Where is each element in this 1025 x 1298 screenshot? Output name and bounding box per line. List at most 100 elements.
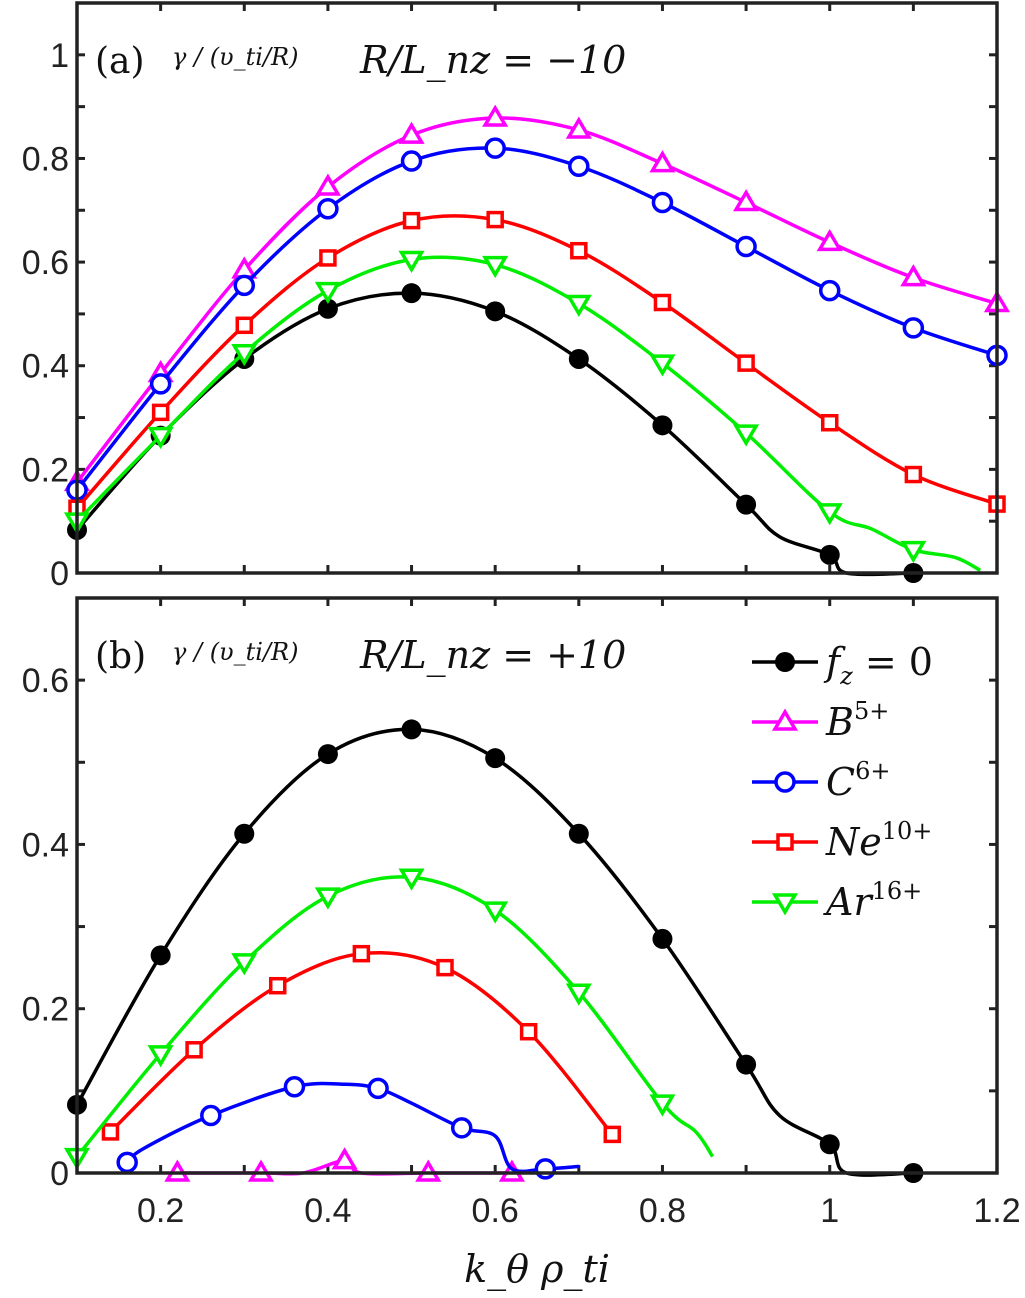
- y-tick-label: 0.8: [22, 140, 69, 178]
- legend-label-part: 10+: [882, 817, 933, 845]
- panel-label: (b): [95, 636, 146, 677]
- data-point: [820, 413, 839, 432]
- legend-label-part: Ar: [823, 880, 874, 924]
- data-point: [568, 155, 590, 177]
- data-point: [819, 1134, 840, 1155]
- data-point: [450, 1117, 473, 1139]
- y-tick-label: 1: [50, 37, 69, 75]
- data-point: [367, 1077, 389, 1100]
- data-point: [733, 189, 760, 212]
- data-point: [147, 426, 174, 450]
- series-B5: [63, 104, 1011, 492]
- data-point: [398, 250, 425, 273]
- series-line: [75, 146, 998, 492]
- data-point: [314, 887, 341, 910]
- data-point: [737, 354, 755, 372]
- panel-a: 0 0.2 0.4 0.6 0.8 1 (a) γ / (υ_ti/R) R/L_nz = −1…: [22, 1, 1011, 593]
- data-point: [319, 249, 337, 267]
- x-tick-label: 0.4: [304, 1192, 351, 1230]
- series-line: [75, 255, 982, 572]
- axes-frame: [75, 1, 999, 575]
- axes-frame: [75, 596, 999, 1175]
- data-point: [652, 928, 673, 949]
- data-point: [568, 823, 589, 844]
- y-tick-label: 0.2: [22, 991, 69, 1029]
- data-point: [900, 540, 927, 564]
- data-point: [235, 316, 254, 335]
- series-Ne10: [101, 944, 622, 1144]
- y-tick-label: 0.6: [22, 244, 69, 282]
- data-point: [283, 1076, 306, 1098]
- data-point: [317, 197, 339, 220]
- data-point: [818, 279, 841, 302]
- legend-label-part: Ne: [825, 820, 882, 864]
- data-point: [436, 958, 454, 977]
- annotation: R/L_nz = −10: [359, 38, 626, 83]
- legend-marker: [775, 652, 795, 672]
- series-line: [75, 727, 914, 1177]
- data-point: [565, 116, 592, 139]
- legend-item: fz = 0: [752, 640, 933, 690]
- data-point: [904, 465, 923, 484]
- data-point: [649, 1094, 676, 1117]
- series-line: [75, 214, 998, 510]
- y-tick-label: 0.4: [22, 826, 69, 864]
- data-point: [401, 719, 422, 740]
- legend-label-part: = 0: [853, 640, 933, 684]
- annotation: R/L_nz = +10: [359, 633, 626, 678]
- data-point: [816, 503, 843, 526]
- legend-marker: [771, 708, 799, 731]
- data-point: [231, 344, 258, 367]
- x-tick-label: 0.6: [472, 1192, 519, 1230]
- y-tick-label: 0.6: [22, 662, 69, 700]
- x-tick-label: 0.2: [137, 1192, 184, 1230]
- data-point: [485, 748, 506, 769]
- series-line: [75, 875, 715, 1158]
- data-point: [317, 298, 338, 319]
- data-point: [314, 281, 341, 305]
- data-point: [900, 264, 927, 287]
- data-point: [652, 415, 673, 436]
- x-tick-label: 1: [820, 1192, 839, 1230]
- data-point: [649, 354, 676, 377]
- y-tick-label: 0: [50, 555, 69, 593]
- data-point: [150, 945, 171, 966]
- series-Ar16: [63, 250, 982, 572]
- legend-label-part: 6+: [855, 757, 890, 785]
- data-point: [486, 210, 504, 229]
- legend-label: C6+: [826, 757, 890, 804]
- data-point: [149, 373, 172, 395]
- data-point: [484, 137, 506, 159]
- data-point: [736, 494, 757, 515]
- data-point: [733, 424, 760, 447]
- data-point: [398, 121, 425, 144]
- y-tick-label: 0.2: [22, 451, 69, 489]
- legend-label-part: 16+: [872, 877, 923, 905]
- data-point: [565, 294, 592, 317]
- y-tick-label: 0: [50, 1155, 69, 1193]
- data-point: [200, 1104, 222, 1127]
- data-point: [314, 173, 341, 196]
- y-axis-label: γ / (υ_ti/R): [172, 638, 298, 666]
- data-point: [400, 150, 423, 172]
- data-point: [519, 1022, 538, 1041]
- legend-label-part: z: [839, 662, 853, 690]
- legend-item: Ne10+: [752, 817, 932, 864]
- panel-label: (a): [95, 41, 145, 82]
- legend-label-part: B: [825, 700, 854, 744]
- data-point: [234, 823, 255, 844]
- data-point: [482, 901, 509, 924]
- legend-label: fz = 0: [823, 640, 933, 690]
- data-point: [736, 1054, 757, 1075]
- data-point: [402, 211, 421, 230]
- legend-marker: [776, 833, 794, 851]
- data-point: [603, 1125, 622, 1144]
- series-line: [75, 116, 998, 484]
- data-point: [482, 104, 509, 127]
- data-point: [653, 293, 672, 312]
- data-point: [401, 283, 422, 304]
- series-B5: [164, 1147, 525, 1182]
- data-point: [816, 228, 843, 252]
- y-axis-label: γ / (υ_ti/R): [172, 43, 298, 71]
- data-point: [185, 1041, 203, 1059]
